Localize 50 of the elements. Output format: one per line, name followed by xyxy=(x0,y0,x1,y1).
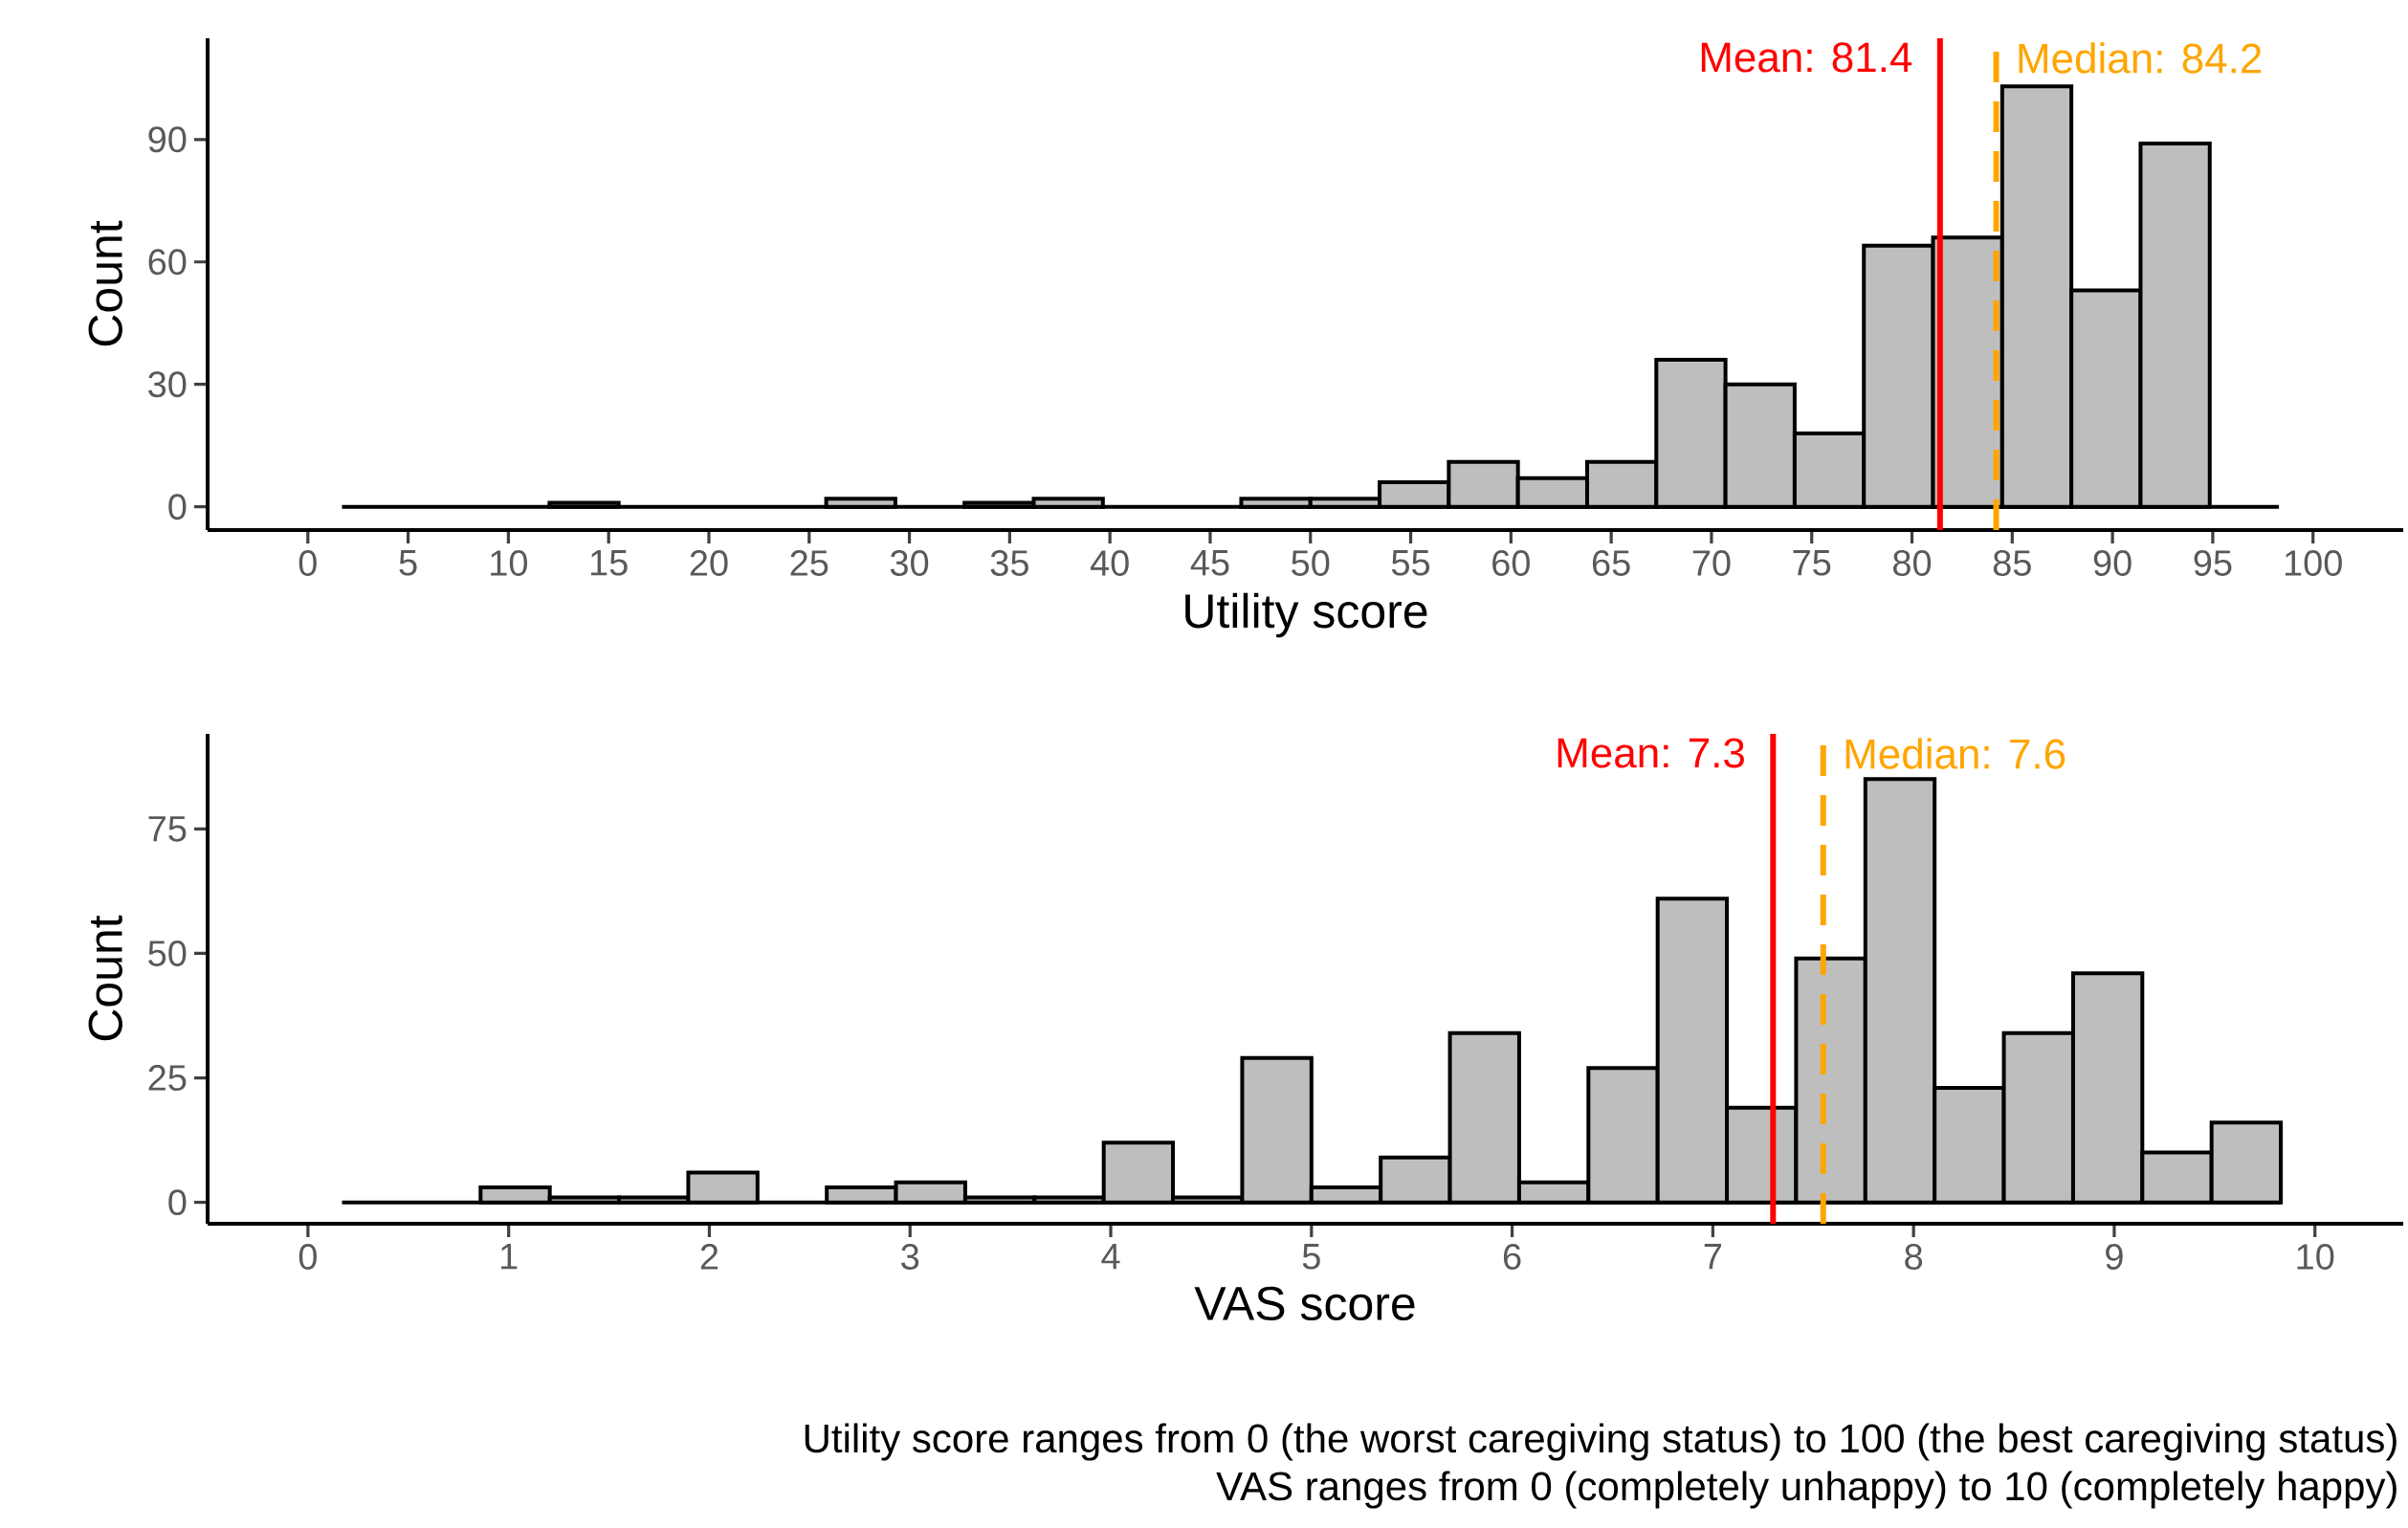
x-tick-label: 70 xyxy=(1692,550,1731,576)
x-tick-label: 10 xyxy=(2297,1244,2334,1270)
y-tick-label: 75 xyxy=(148,816,187,842)
x-tick-label: 35 xyxy=(990,550,1028,576)
x-tick-label: 20 xyxy=(690,550,728,576)
x-tick-label: 55 xyxy=(1391,550,1430,576)
x-tick-label: 7 xyxy=(1704,1244,1722,1270)
ref-line-label: Median: 7.6 xyxy=(1845,738,2066,769)
x-tick-label: 6 xyxy=(1503,1244,1521,1270)
x-tick-label: 5 xyxy=(1302,1244,1320,1270)
x-tick-label: 100 xyxy=(2285,550,2342,576)
x-tick-label: 50 xyxy=(1292,550,1330,576)
x-tick-label: 3 xyxy=(901,1244,919,1270)
y-tick-label: 25 xyxy=(148,1065,187,1091)
x-axis-title: Utility score xyxy=(1185,592,1427,638)
x-tick-label: 60 xyxy=(1492,550,1530,576)
x-tick-label: 5 xyxy=(399,550,417,576)
x-tick-label: 0 xyxy=(298,550,317,576)
y-axis-title: Count xyxy=(88,220,122,346)
x-tick-label: 45 xyxy=(1190,550,1229,576)
x-tick-label: 2 xyxy=(700,1244,718,1270)
x-tick-label: 80 xyxy=(1893,550,1932,576)
text: Utility score ranges from 0 (the worst caregiving status) to 100 (the best caregiving status) xyxy=(805,1423,2397,1461)
x-tick-label: 40 xyxy=(1090,550,1129,576)
x-tick-label: 95 xyxy=(2194,550,2232,576)
x-axis-title: VAS score xyxy=(1194,1286,1415,1321)
y-tick-label: 0 xyxy=(168,494,187,520)
y-tick-label: 90 xyxy=(148,126,187,153)
x-tick-label: 25 xyxy=(790,550,828,576)
x-tick-label: 65 xyxy=(1592,550,1630,576)
ref-line-label: Mean: 7.3 xyxy=(1557,738,1744,768)
y-tick-label: 50 xyxy=(148,941,187,966)
ref-line-label: Median: 84.2 xyxy=(2019,42,2262,74)
x-tick-label: 30 xyxy=(890,550,929,576)
y-tick-label: 60 xyxy=(148,249,187,276)
x-tick-label: 90 xyxy=(2093,550,2132,576)
x-tick-label: 0 xyxy=(298,1244,317,1270)
x-tick-label: 15 xyxy=(590,550,628,576)
x-tick-label: 85 xyxy=(1993,550,2031,576)
x-tick-label: 9 xyxy=(2106,1244,2123,1270)
ref-line-label: Mean: 81.4 xyxy=(1701,42,1912,73)
x-tick-label: 1 xyxy=(501,1244,518,1270)
y-tick-label: 30 xyxy=(148,371,187,398)
x-tick-label: 10 xyxy=(491,550,528,576)
x-tick-label: 75 xyxy=(1793,550,1831,576)
x-tick-label: 8 xyxy=(1905,1244,1923,1270)
x-tick-label: 4 xyxy=(1101,1244,1120,1270)
text: VAS ranges from 0 (completely unhappy) to 10 (completely happy) xyxy=(1216,1471,2397,1509)
y-tick-label: 0 xyxy=(168,1189,187,1216)
y-axis-title: Count xyxy=(88,915,122,1041)
